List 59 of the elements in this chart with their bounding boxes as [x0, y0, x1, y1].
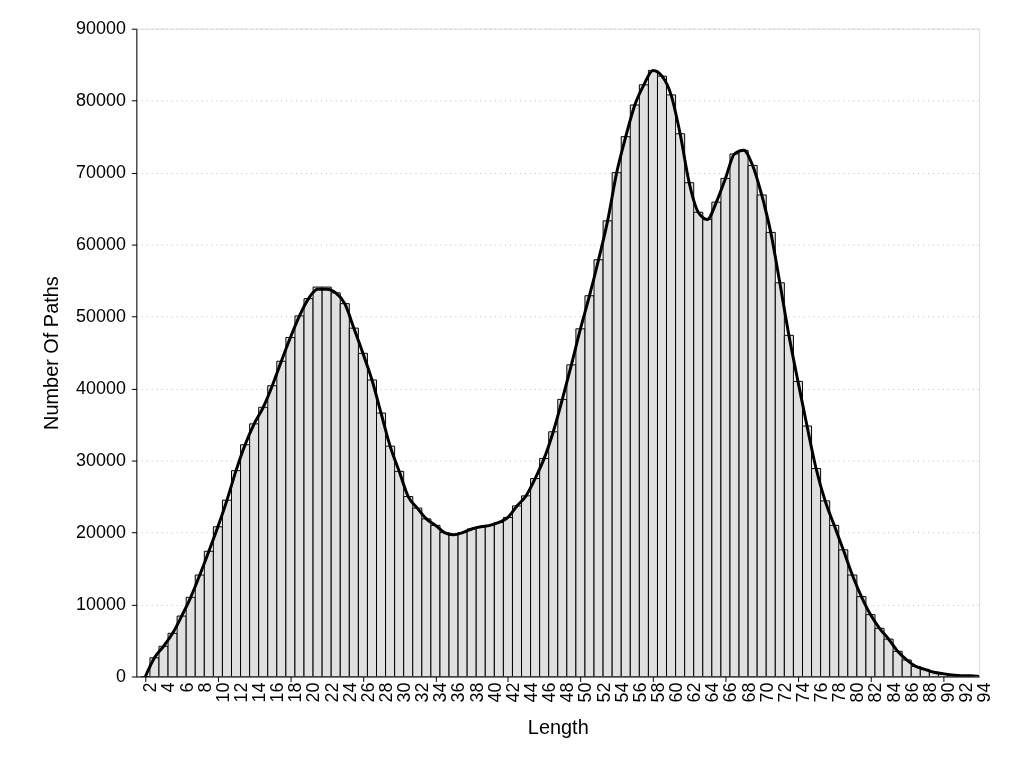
x-tick-label: 68	[738, 682, 759, 703]
x-tick-label: 42	[502, 682, 523, 703]
x-tick-label: 88	[919, 682, 940, 703]
x-tick-label: 22	[321, 682, 342, 703]
y-axis-title: Number Of Paths	[40, 276, 63, 430]
x-tick-label: 18	[285, 682, 306, 703]
y-tick-label: 90000	[76, 18, 126, 39]
x-tick-label: 12	[230, 682, 251, 703]
y-tick-label: 50000	[76, 306, 126, 327]
x-tick-label: 64	[702, 682, 723, 703]
x-tick-label: 82	[865, 682, 886, 703]
x-tick-label: 58	[647, 682, 668, 703]
x-tick-label: 4	[158, 682, 179, 693]
x-tick-label: 14	[249, 682, 270, 703]
x-tick-label: 80	[847, 682, 868, 703]
x-axis-title: Length	[527, 716, 589, 739]
y-tick-label: 20000	[76, 522, 126, 543]
x-tick-label: 20	[303, 682, 324, 703]
x-tick-label: 50	[575, 682, 596, 703]
x-tick-label: 26	[357, 682, 378, 703]
x-tick-label: 78	[829, 682, 850, 703]
x-tick-label: 2	[140, 682, 161, 693]
x-tick-label: 6	[176, 682, 197, 693]
x-tick-label: 44	[521, 682, 541, 703]
x-tick-label: 72	[774, 682, 795, 703]
x-tick-label: 90	[937, 682, 958, 703]
x-tick-label: 92	[956, 682, 977, 703]
x-tick-label: 74	[792, 682, 813, 703]
x-tick-label: 40	[484, 682, 505, 703]
y-tick-label: 10000	[76, 594, 126, 615]
x-tick-label: 66	[720, 682, 741, 703]
x-tick-label: 10	[212, 682, 233, 703]
x-tick-label: 28	[375, 682, 396, 703]
y-tick-label: 70000	[76, 162, 126, 183]
x-tick-label: 70	[756, 682, 777, 703]
y-tick-label: 80000	[76, 90, 126, 111]
x-tick-label: 34	[430, 682, 451, 703]
y-tick-label: 0	[115, 665, 126, 686]
x-tick-label: 52	[593, 682, 614, 703]
y-tick-label: 60000	[76, 234, 126, 255]
x-tick-label: 62	[684, 682, 705, 703]
x-tick-label: 8	[194, 682, 215, 693]
x-tick-label: 54	[611, 682, 632, 703]
x-tick-label: 84	[883, 682, 904, 703]
x-tick-label: 24	[339, 682, 360, 703]
x-tick-label: 76	[811, 682, 832, 703]
x-tick-label: 32	[412, 682, 433, 703]
x-tick-label: 60	[666, 682, 687, 703]
y-tick-label: 30000	[76, 450, 126, 471]
x-tick-label: 94	[974, 682, 995, 703]
x-tick-label: 86	[901, 682, 922, 703]
x-tick-label: 16	[267, 682, 288, 703]
x-tick-label: 56	[629, 682, 650, 703]
x-tick-label: 30	[394, 682, 415, 703]
x-tick-label: 38	[466, 682, 487, 703]
x-tick-label: 48	[557, 682, 578, 703]
x-tick-label: 36	[448, 682, 469, 703]
y-tick-label: 40000	[76, 378, 126, 399]
x-tick-label: 46	[539, 682, 560, 703]
